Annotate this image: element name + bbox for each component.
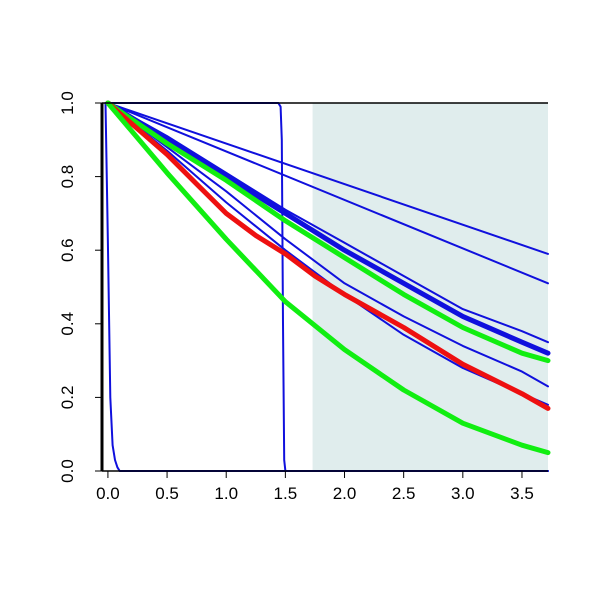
axes-layer [100, 102, 548, 472]
shaded-region [312, 103, 548, 471]
x-tick-label: 2.5 [392, 484, 416, 503]
x-tick-label: 1.0 [214, 484, 238, 503]
series-line-10 [105, 100, 551, 411]
y-tick-label: 0.6 [58, 238, 77, 262]
y-tick-label: 0.8 [58, 165, 77, 189]
x-tick-label: 0.0 [96, 484, 120, 503]
series-line-11 [105, 100, 551, 456]
x-tick-label: 3.5 [510, 484, 534, 503]
shaded-region-layer [312, 103, 548, 471]
series-layer [104, 100, 551, 472]
y-tick-label: 0.0 [58, 459, 77, 483]
x-tick-label: 2.0 [333, 484, 357, 503]
y-tick-label: 1.0 [58, 91, 77, 115]
x-tick-label: 1.5 [274, 484, 298, 503]
y-tick-label: 0.4 [58, 312, 77, 336]
x-tick-label: 3.0 [451, 484, 475, 503]
series-line-6 [105, 100, 551, 356]
x-tick-label: 0.5 [155, 484, 179, 503]
series-line-7 [106, 102, 549, 388]
series-line-9 [105, 100, 551, 364]
series-line-5 [106, 102, 549, 344]
y-tick-label: 0.2 [58, 386, 77, 410]
series-line-3 [106, 102, 549, 255]
series-line-4 [106, 102, 549, 285]
tick-layer: 0.0 0.5 1.0 1.5 2.0 2.5 3.0 3.5 0.0 0.2 0.4 0.6 0.8 1… [58, 91, 534, 503]
